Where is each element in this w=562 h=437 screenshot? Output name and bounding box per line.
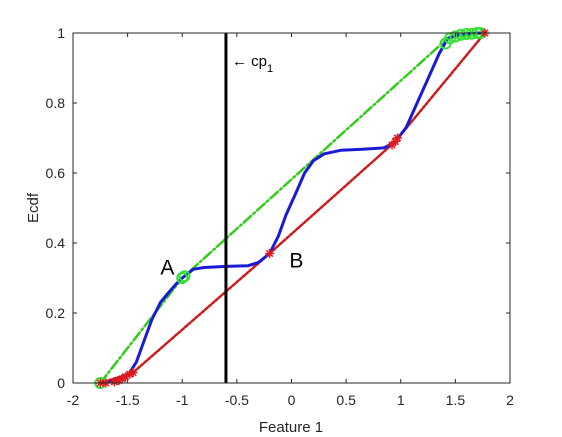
y-tick-label: 0.6 bbox=[46, 165, 66, 181]
x-tick-label: -2 bbox=[67, 392, 80, 408]
x-axis-label: Feature 1 bbox=[259, 419, 323, 436]
y-tick-label: 0.4 bbox=[46, 235, 66, 251]
annotation-a: A bbox=[160, 257, 174, 280]
x-tick-label: 1 bbox=[397, 392, 405, 408]
x-tick-label: 0 bbox=[288, 392, 296, 408]
y-tick-label: 1 bbox=[57, 25, 65, 41]
y-tick-label: 0.8 bbox=[46, 95, 66, 111]
plot-area bbox=[73, 33, 510, 383]
x-tick-label: 1.5 bbox=[446, 392, 466, 408]
series-line-solid bbox=[98, 31, 487, 385]
x-tick-label: 2 bbox=[506, 392, 514, 408]
y-axis-label: Ecdf bbox=[25, 192, 42, 223]
green-circle-marker bbox=[460, 28, 473, 41]
x-tick-label: -1.5 bbox=[116, 392, 140, 408]
y-tick-label: 0 bbox=[57, 375, 65, 391]
change-point-group: ← cp1 bbox=[224, 33, 273, 383]
red-star-marker bbox=[392, 133, 402, 143]
y-axis: 0 0.2 0.4 0.6 0.8 1 bbox=[46, 25, 510, 391]
green-circle-marker bbox=[465, 27, 478, 40]
x-tick-label: -1 bbox=[176, 392, 189, 408]
green-circle-marker bbox=[176, 272, 189, 284]
change-point-label: ← cp1 bbox=[232, 53, 273, 75]
x-tick-label: 0.5 bbox=[336, 392, 356, 408]
x-tick-label: -0.5 bbox=[225, 392, 249, 408]
annotation-b: B bbox=[289, 250, 303, 273]
red-star-marker bbox=[265, 249, 275, 258]
red-star-marker bbox=[128, 368, 138, 377]
green-circle-marker bbox=[449, 30, 462, 43]
x-axis: -2 -1.5 -1 -0.5 0 0.5 1 1.5 2 bbox=[67, 33, 514, 408]
y-tick-label: 0.2 bbox=[46, 305, 66, 321]
green-circle-marker bbox=[178, 270, 191, 283]
